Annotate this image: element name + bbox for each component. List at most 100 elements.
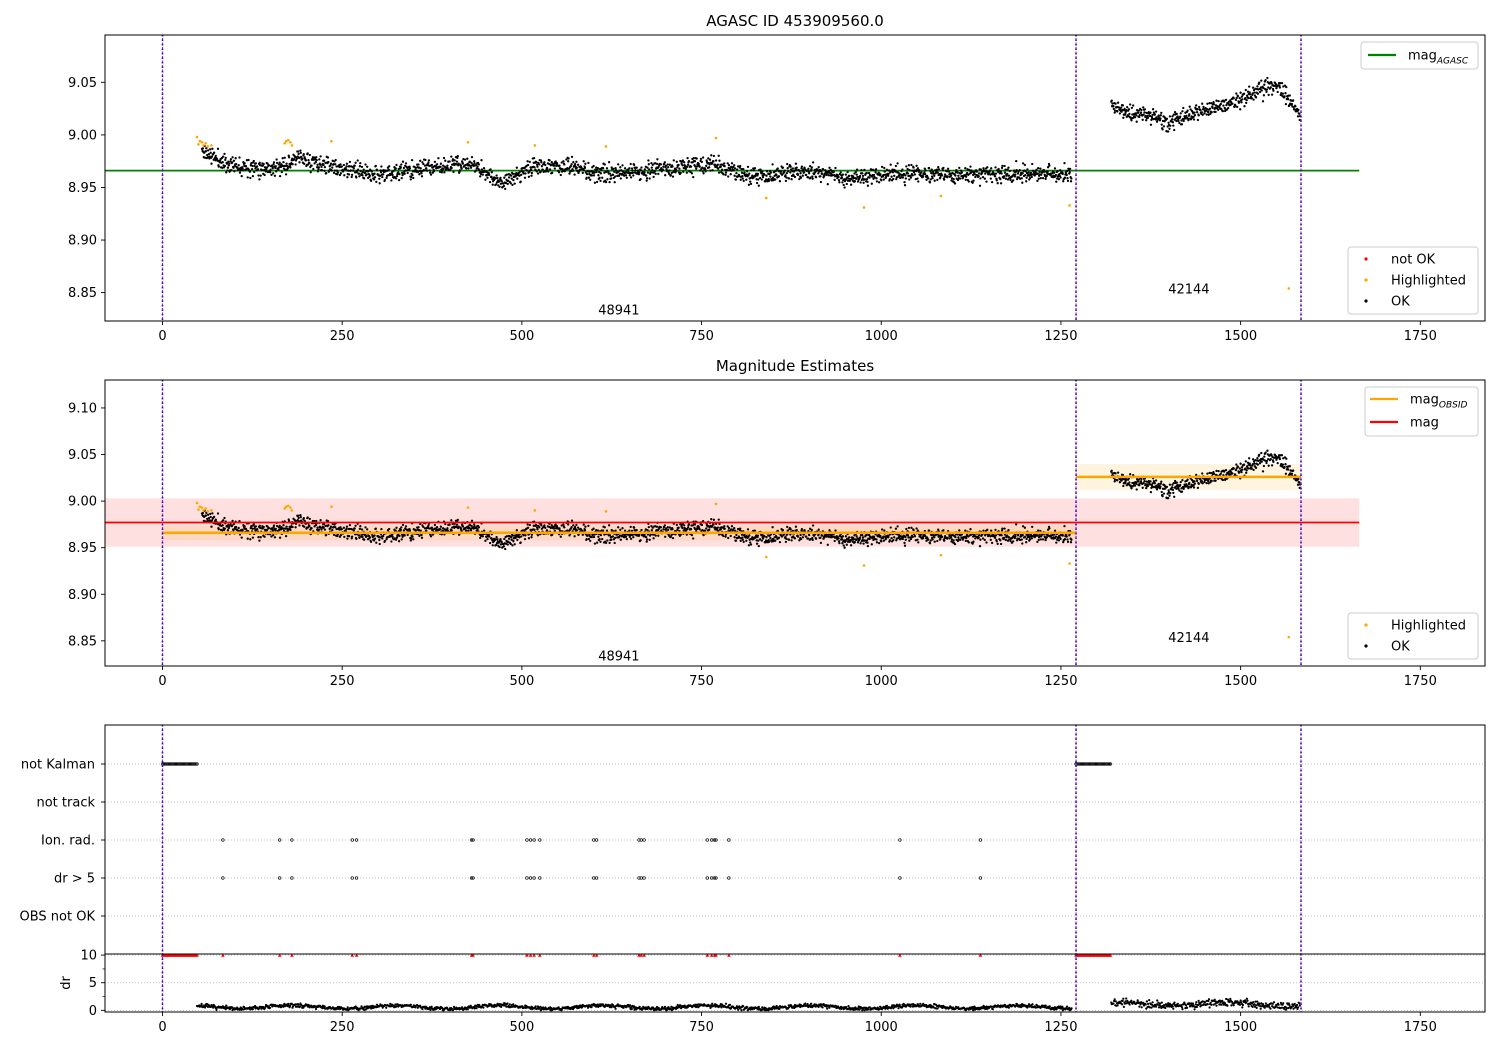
ok-point — [374, 164, 377, 168]
ok-point — [392, 169, 395, 173]
ok-point — [562, 160, 565, 163]
ok-point — [482, 529, 486, 532]
ok-point — [824, 169, 827, 172]
ok-point — [277, 163, 280, 166]
ok-point — [1041, 176, 1045, 180]
ok-point — [353, 164, 356, 167]
ok-point — [272, 161, 276, 164]
ok-point — [370, 170, 374, 173]
ok-point — [708, 526, 711, 529]
ok-point — [952, 178, 955, 181]
ok-point — [353, 527, 356, 530]
ok-point — [515, 172, 518, 175]
ok-point — [316, 163, 319, 166]
ok-point — [1030, 537, 1033, 540]
ok-point — [465, 167, 468, 170]
ok-point — [940, 535, 944, 539]
ok-point — [585, 537, 588, 541]
ok-point — [526, 160, 529, 163]
ok-point — [482, 167, 486, 170]
ok-point — [819, 541, 823, 545]
ok-point — [410, 175, 413, 179]
ok-point — [345, 162, 349, 165]
ok-point — [1126, 106, 1129, 109]
ok-point — [676, 166, 679, 169]
ok-point — [1014, 170, 1017, 174]
ok-point — [587, 176, 591, 179]
ok-point — [589, 539, 592, 543]
ok-point — [414, 529, 418, 532]
ok-point — [805, 169, 809, 172]
ok-point — [534, 168, 537, 171]
ok-point — [231, 519, 234, 523]
ok-point — [1063, 176, 1067, 179]
ok-point — [798, 539, 801, 542]
ok-point — [1161, 128, 1164, 131]
ok-point — [1062, 180, 1065, 183]
ok-point — [507, 176, 511, 179]
ok-point — [265, 166, 269, 169]
ok-point — [505, 173, 509, 176]
ok-point — [784, 179, 788, 183]
ok-point — [1021, 533, 1024, 537]
ok-point — [1242, 92, 1246, 95]
ok-point — [1162, 492, 1166, 495]
ok-point — [811, 538, 814, 542]
ok-point — [1196, 486, 1200, 490]
ok-point — [933, 174, 936, 177]
ok-point — [845, 543, 848, 546]
ok-point — [993, 175, 997, 178]
ok-point — [1021, 162, 1025, 165]
ok-point — [1168, 483, 1172, 486]
ok-point — [1179, 112, 1182, 115]
ok-point — [758, 538, 762, 541]
ok-point — [277, 168, 280, 171]
ok-point — [920, 171, 923, 174]
ok-point — [372, 539, 376, 542]
ok-point — [535, 526, 539, 529]
ok-point — [1263, 455, 1266, 458]
ok-point — [741, 175, 744, 178]
ok-point — [223, 164, 227, 168]
ok-point — [639, 539, 642, 542]
ok-point — [236, 166, 239, 169]
ok-point — [380, 527, 383, 531]
ok-point — [306, 516, 309, 519]
ok-point — [746, 165, 750, 169]
ok-point — [1122, 116, 1125, 119]
ok-point — [249, 176, 252, 180]
ok-point — [808, 527, 812, 530]
ok-point — [662, 165, 665, 168]
ok-point — [1153, 482, 1156, 485]
ok-point — [791, 167, 794, 170]
ok-point — [869, 536, 872, 539]
ok-point — [382, 169, 385, 172]
ok-point — [740, 533, 744, 536]
ok-point — [488, 180, 492, 184]
ok-point — [842, 183, 845, 187]
ok-point — [724, 173, 727, 177]
ok-point — [940, 174, 944, 177]
ok-point — [216, 147, 220, 150]
ok-point — [515, 533, 518, 537]
ok-point — [1167, 489, 1170, 492]
ok-point — [761, 170, 764, 173]
ok-point — [727, 536, 730, 540]
ok-point — [1137, 109, 1140, 112]
ok-point — [712, 518, 716, 521]
ok-point — [894, 164, 898, 168]
ok-point — [769, 171, 773, 174]
ok-point — [246, 176, 249, 179]
ok-point — [677, 163, 680, 167]
ok-point — [467, 167, 470, 170]
ok-point — [479, 536, 482, 540]
ok-point — [595, 180, 599, 184]
ok-point — [719, 528, 722, 531]
ok-point — [729, 534, 732, 538]
ok-point — [1144, 483, 1147, 486]
ok-point — [1149, 480, 1152, 483]
ok-point — [964, 167, 967, 170]
ok-point — [1024, 535, 1027, 538]
ok-point — [606, 178, 609, 181]
ok-point — [448, 160, 451, 163]
